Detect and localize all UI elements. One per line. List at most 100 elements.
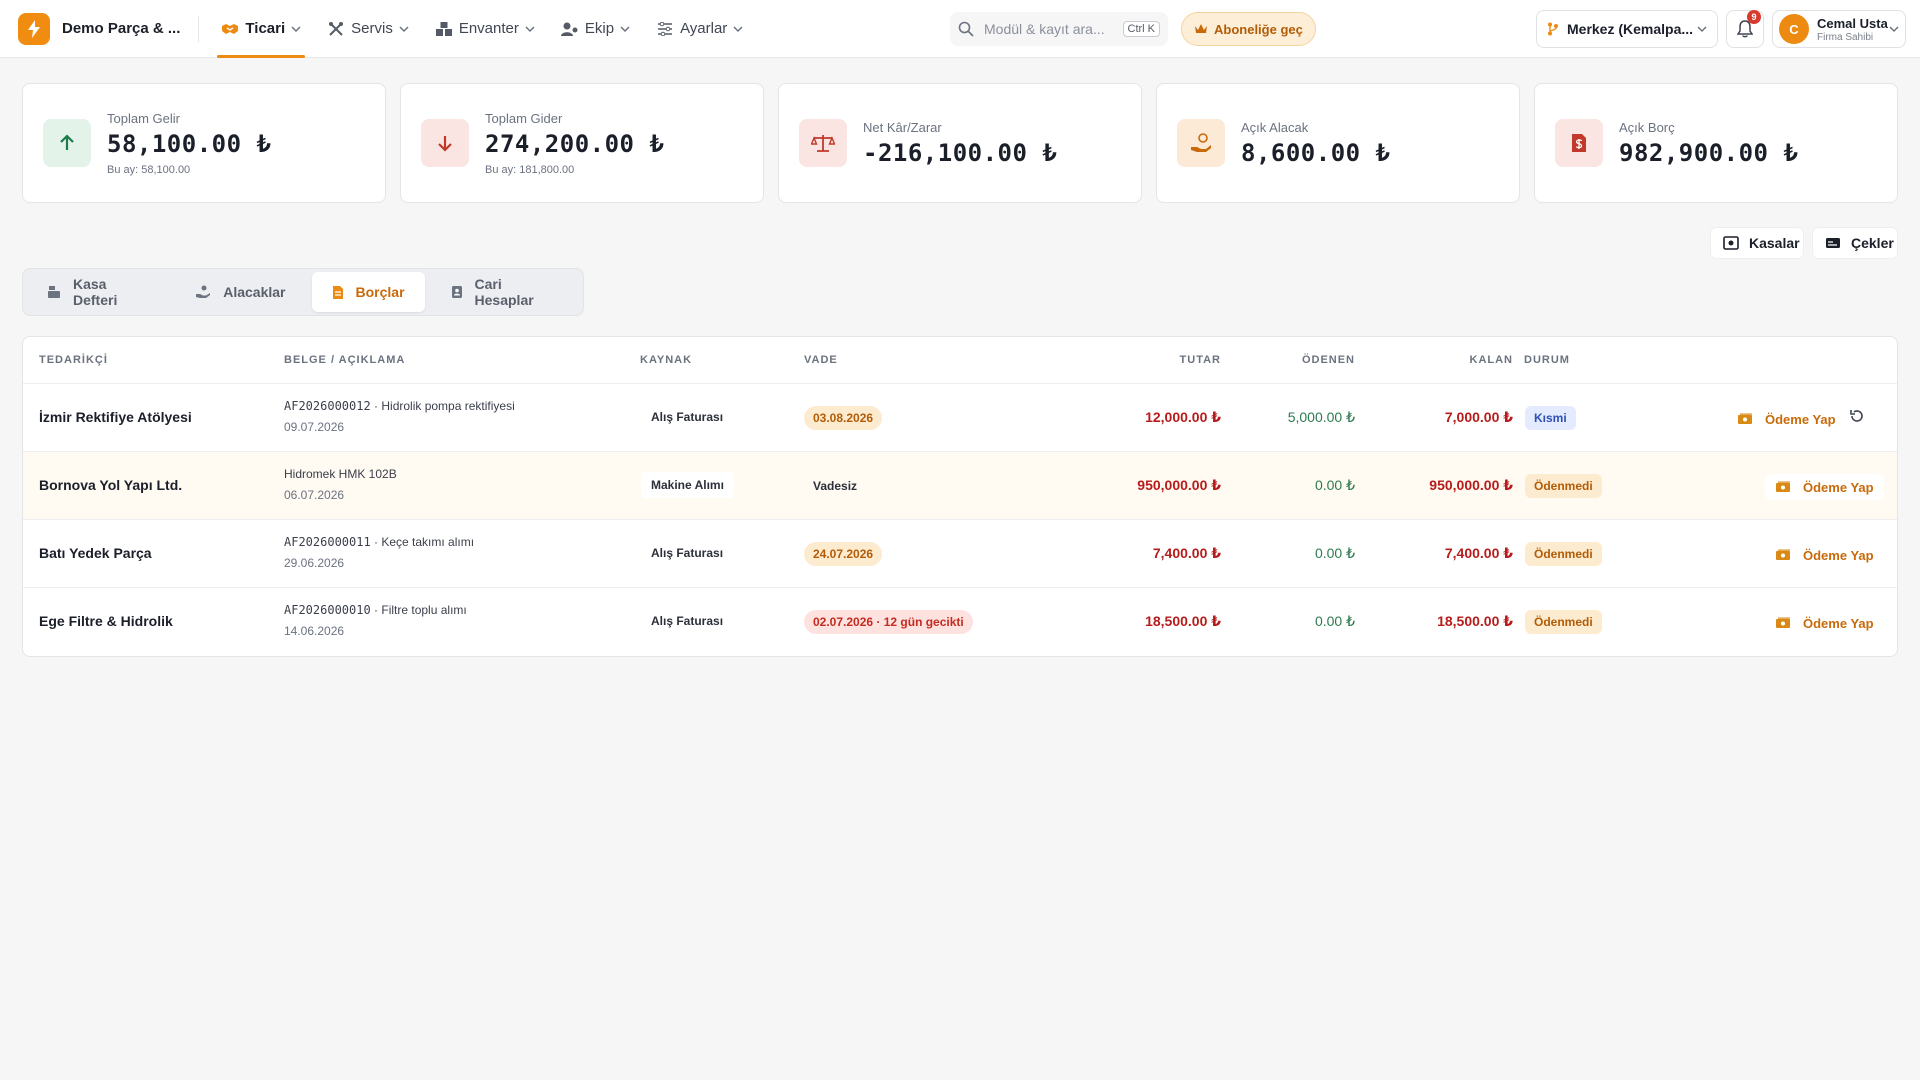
stat-card-net-profit: Net Kâr/Zarar -216,100.00 ₺ <box>778 83 1142 203</box>
table-row[interactable]: Ege Filtre & Hidrolik AF2026000010 · Fil… <box>23 588 1897 656</box>
arrow-up-icon <box>43 119 91 167</box>
stat-value: 274,200.00 ₺ <box>485 129 665 158</box>
handshake-icon <box>221 20 239 38</box>
table-row[interactable]: Bornova Yol Yapı Ltd. Hidromek HMK 102B … <box>23 452 1897 520</box>
tab-label: Borçlar <box>355 284 405 300</box>
supplier-name: İzmir Rektifiye Atölyesi <box>39 409 192 425</box>
notifications-button[interactable]: 9 <box>1726 10 1764 48</box>
nav-label: Envanter <box>458 20 519 37</box>
tab-kasa-defteri[interactable]: Kasa Defteri <box>27 272 169 312</box>
document-date: 14.06.2026 <box>284 624 345 638</box>
supplier-name: Batı Yedek Parça <box>39 545 152 561</box>
search-box[interactable]: Ctrl K <box>950 12 1168 46</box>
table-row[interactable]: Batı Yedek Parça AF2026000011 · Keçe tak… <box>23 520 1897 588</box>
arrow-down-icon <box>421 119 469 167</box>
safe-icon <box>1723 236 1739 250</box>
top-bar: Demo Parça & ... Ticari Servis Envanter <box>0 0 1920 58</box>
amount-paid: 0.00 ₺ <box>1314 545 1355 561</box>
nav-ticari[interactable]: Ticari <box>217 0 305 58</box>
nav-envanter[interactable]: Envanter <box>431 0 539 58</box>
pay-button[interactable]: Ödeme Yap <box>1765 542 1884 568</box>
amount-total: 18,500.00 ₺ <box>1145 613 1221 629</box>
crown-icon <box>1194 23 1208 35</box>
amount-paid: 0.00 ₺ <box>1314 477 1355 493</box>
search-input[interactable] <box>984 21 1114 37</box>
chevron-down-icon <box>733 24 743 34</box>
amount-paid: 0.00 ₺ <box>1314 613 1355 629</box>
document-number: AF2026000012 <box>284 399 371 413</box>
pay-button[interactable]: Ödeme Yap <box>1765 474 1884 500</box>
stat-label: Toplam Gelir <box>107 110 180 126</box>
document-number: AF2026000010 <box>284 603 371 617</box>
table-row[interactable]: İzmir Rektifiye Atölyesi AF2026000012 · … <box>23 384 1897 452</box>
stat-card-open-payable: Açık Borç 982,900.00 ₺ <box>1534 83 1898 203</box>
amount-remaining: 950,000.00 ₺ <box>1429 477 1513 493</box>
pay-button[interactable]: Ödeme Yap <box>1727 406 1846 432</box>
divider <box>198 15 200 42</box>
stat-card-total-expense: Toplam Gider 274,200.00 ₺ Bu ay: 181,800… <box>400 83 764 203</box>
nav-servis[interactable]: Servis <box>323 0 413 58</box>
tab-label: Kasa Defteri <box>73 276 118 308</box>
chevron-down-icon <box>291 24 301 34</box>
col-header-due: VADE <box>804 354 838 366</box>
brand[interactable]: Demo Parça & ... <box>18 0 180 58</box>
tools-icon <box>327 20 345 38</box>
payables-table: TEDARİKÇİ BELGE / AÇIKLAMA KAYNAK VADE T… <box>22 336 1898 657</box>
status-badge: Ödenmedi <box>1525 610 1602 634</box>
document-info: AF2026000012 · Hidrolik pompa rektifiyes… <box>284 399 515 413</box>
source-badge: Alış Faturası <box>641 608 734 634</box>
hand-coin-icon <box>1177 119 1225 167</box>
nav-ayarlar[interactable]: Ayarlar <box>652 0 747 58</box>
user-name: Cemal Usta <box>1817 15 1888 31</box>
document-info: Hidromek HMK 102B <box>284 467 397 481</box>
amount-remaining: 7,000.00 ₺ <box>1444 409 1513 425</box>
chevron-down-icon <box>1697 24 1707 34</box>
cash-register-icon <box>47 285 61 299</box>
stat-label: Açık Borç <box>1619 119 1675 135</box>
stat-sub: Bu ay: 58,100.00 <box>107 163 191 176</box>
chevron-down-icon <box>620 24 630 34</box>
tab-alacaklar[interactable]: Alacaklar <box>175 272 305 312</box>
status-badge: Kısmi <box>1525 406 1576 430</box>
stat-value: 8,600.00 ₺ <box>1241 138 1391 167</box>
document-info: AF2026000010 · Filtre toplu alımı <box>284 603 467 617</box>
pay-label: Ödeme Yap <box>1765 411 1836 427</box>
tab-borclar[interactable]: Borçlar <box>311 272 425 312</box>
document-date: 29.06.2026 <box>284 556 345 570</box>
stat-card-open-receivable: Açık Alacak 8,600.00 ₺ <box>1156 83 1520 203</box>
undo-icon[interactable] <box>1849 408 1865 424</box>
status-badge: Ödenmedi <box>1525 542 1602 566</box>
nav-ekip[interactable]: Ekip <box>557 0 634 58</box>
stat-card-total-income: Toplam Gelir 58,100.00 ₺ Bu ay: 58,100.0… <box>22 83 386 203</box>
source-badge: Alış Faturası <box>641 404 734 430</box>
table-header: TEDARİKÇİ BELGE / AÇIKLAMA KAYNAK VADE T… <box>23 337 1897 384</box>
stat-label: Açık Alacak <box>1241 119 1309 135</box>
pay-button[interactable]: Ödeme Yap <box>1765 610 1884 636</box>
tab-cari-hesaplar[interactable]: Cari Hesaplar <box>431 272 579 312</box>
col-header-paid: ÖDENEN <box>1301 354 1355 366</box>
user-menu[interactable]: C Cemal Usta Firma Sahibi <box>1772 10 1906 48</box>
due-date-badge: 02.07.2026 · 12 gün gecikti <box>804 610 973 634</box>
search-icon <box>958 21 974 37</box>
stat-value: -216,100.00 ₺ <box>863 138 1058 167</box>
stat-value: 982,900.00 ₺ <box>1619 138 1799 167</box>
cekler-button[interactable]: Çekler <box>1812 227 1898 259</box>
notification-count-badge: 9 <box>1747 10 1761 24</box>
subscribe-button[interactable]: Aboneliğe geç <box>1181 12 1316 46</box>
stat-label: Toplam Gider <box>485 110 563 126</box>
nav-label: Ekip <box>584 20 615 37</box>
kasalar-button[interactable]: Kasalar <box>1710 227 1804 259</box>
branch-selector[interactable]: Merkez (Kemalpa... <box>1536 10 1718 48</box>
main-nav: Ticari Servis Envanter Ekip <box>217 0 765 58</box>
brand-name: Demo Parça & ... <box>62 20 181 37</box>
col-header-status: DURUM <box>1524 354 1570 366</box>
stat-value: 58,100.00 ₺ <box>107 129 272 158</box>
supplier-name: Bornova Yol Yapı Ltd. <box>39 477 183 493</box>
pay-label: Ödeme Yap <box>1803 547 1874 563</box>
due-date-badge: 24.07.2026 <box>804 542 883 566</box>
tab-label: Alacaklar <box>223 284 286 300</box>
money-bill-icon <box>1737 413 1753 425</box>
receipt-icon <box>332 285 344 300</box>
sliders-icon <box>656 20 674 38</box>
search-shortcut: Ctrl K <box>1122 21 1160 37</box>
